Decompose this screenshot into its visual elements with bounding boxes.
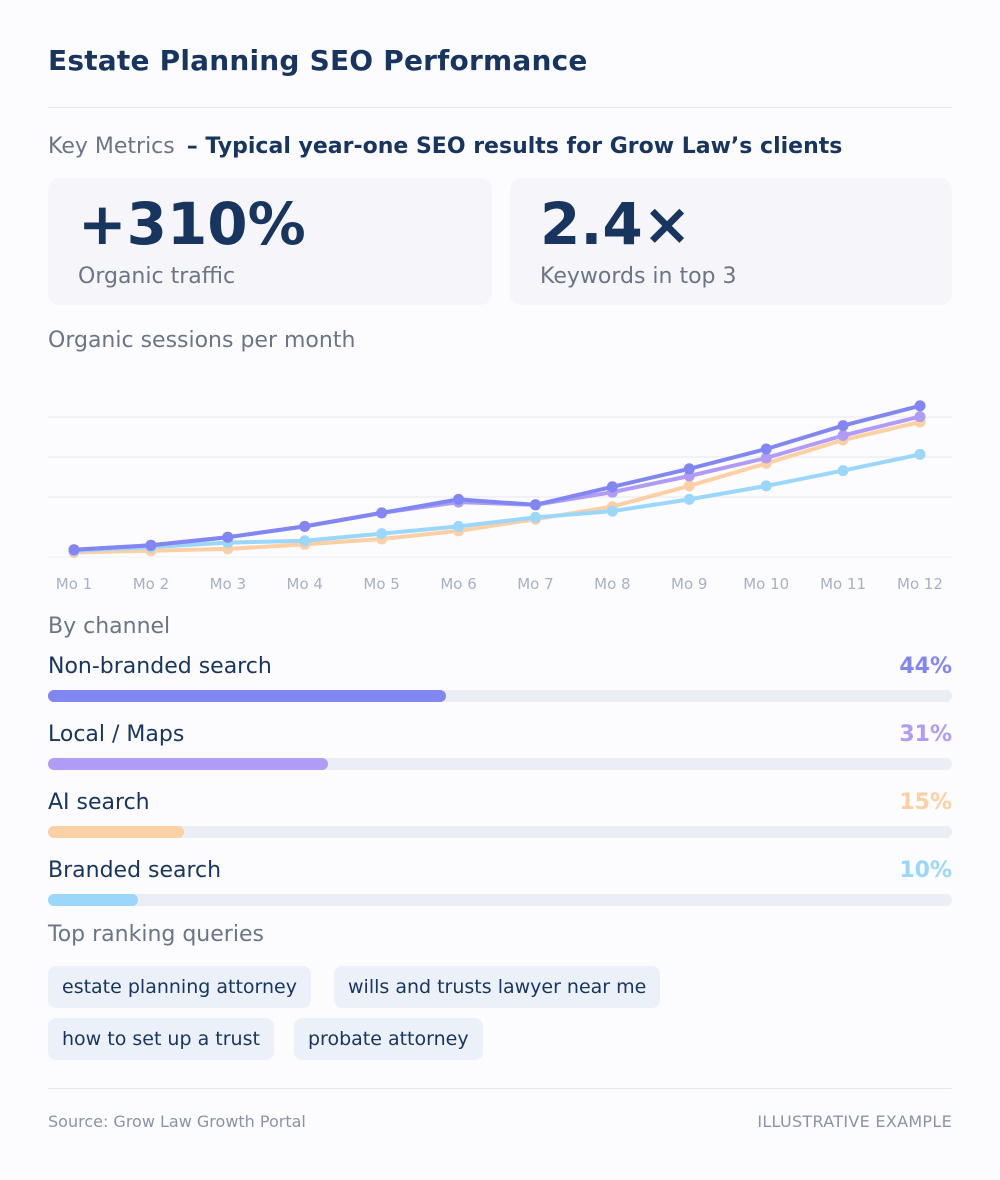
data-point: [760, 443, 772, 455]
header-divider: [48, 107, 952, 108]
data-point: [222, 531, 234, 543]
x-tick-label: Mo 6: [440, 575, 476, 593]
channel-percent: 15%: [899, 790, 952, 815]
channels-heading: By channel: [48, 614, 171, 639]
source-note: Source: Grow Law Growth Portal: [48, 1112, 306, 1131]
x-tick-label: Mo 4: [287, 575, 323, 593]
data-point: [376, 528, 388, 540]
channel-bar-track: [48, 826, 952, 838]
x-tick-label: Mo 8: [594, 575, 630, 593]
sessions-line-chart: Mo 1 Mo 2 Mo 3 Mo 4 Mo 5 Mo 6 Mo 7 Mo 8 Mo 9 Mo 1…: [48, 400, 952, 593]
series-line-1: [72, 414, 922, 552]
channel-bar-track: [48, 894, 952, 906]
metric-card-keywords-top3: 2.4× Keywords in top 3: [510, 178, 952, 305]
data-point: [760, 452, 772, 464]
channel-name: Local / Maps: [48, 722, 185, 747]
data-point: [299, 535, 311, 547]
data-point: [529, 499, 541, 511]
data-point: [837, 465, 849, 477]
x-tick-label: Mo 10: [743, 575, 789, 593]
metric-label: Organic traffic: [78, 264, 236, 289]
series-line-0: [72, 403, 922, 552]
data-point: [837, 430, 849, 441]
key-metrics-subtitle: – Typical year-one SEO results for Grow …: [186, 134, 843, 159]
key-metrics-heading: Key Metrics – Typical year-one SEO result…: [48, 134, 842, 159]
data-point: [837, 420, 849, 432]
data-point: [68, 544, 80, 556]
channel-bar-track: [48, 690, 952, 702]
data-point: [914, 448, 926, 460]
x-tick-label: Mo 7: [517, 575, 553, 593]
queries-heading: Top ranking queries: [48, 922, 264, 947]
channel-name: Non-branded search: [48, 654, 272, 679]
chart-title: Organic sessions per month: [48, 328, 356, 353]
data-point: [529, 511, 541, 523]
channel-bar-fill: [48, 758, 329, 770]
channel-percent: 31%: [899, 722, 952, 747]
metric-card-organic-traffic: +310% Organic traffic: [48, 178, 492, 305]
channel-bar-fill: [48, 690, 446, 702]
data-point: [683, 480, 695, 492]
data-point: [606, 505, 618, 517]
metric-value: +310%: [78, 190, 306, 258]
data-point: [683, 463, 695, 475]
channel-percent: 44%: [899, 654, 952, 679]
query-chip: how to set up a trust: [48, 1018, 274, 1060]
x-tick-label: Mo 3: [210, 575, 246, 593]
data-point: [683, 493, 695, 505]
page-title: Estate Planning SEO Performance: [48, 44, 588, 77]
query-chip: estate planning attorney: [48, 966, 311, 1008]
channel-name: AI search: [48, 790, 150, 815]
channel-bar-fill: [48, 826, 184, 838]
x-tick-label: Mo 11: [820, 575, 866, 593]
footer-divider: [48, 1088, 952, 1089]
data-point: [760, 480, 772, 492]
channel-percent: 10%: [899, 858, 952, 883]
x-tick-label: Mo 1: [56, 575, 92, 593]
query-chip: probate attorney: [294, 1018, 483, 1060]
query-chip: wills and trusts lawyer near me: [334, 966, 661, 1008]
x-tick-label: Mo 5: [363, 575, 399, 593]
data-point: [145, 539, 157, 551]
data-point: [376, 507, 388, 519]
x-tick-label: Mo 9: [671, 575, 707, 593]
data-point: [606, 481, 618, 493]
data-point: [453, 520, 465, 532]
metric-value: 2.4×: [540, 190, 692, 258]
data-point: [914, 411, 926, 423]
series-line-2: [72, 420, 922, 555]
x-tick-label: Mo 12: [897, 575, 943, 593]
x-tick-label: Mo 2: [133, 575, 169, 593]
channel-bar-fill: [48, 894, 139, 906]
channel-name: Branded search: [48, 858, 222, 883]
key-metrics-label: Key Metrics: [48, 134, 175, 159]
series-line-3: [72, 452, 922, 553]
data-point: [914, 400, 926, 412]
channel-bar-track: [48, 758, 952, 770]
data-point: [299, 520, 311, 532]
illustrative-note: ILLUSTRATIVE EXAMPLE: [757, 1112, 952, 1131]
data-point: [453, 493, 465, 505]
metric-label: Keywords in top 3: [540, 264, 737, 289]
